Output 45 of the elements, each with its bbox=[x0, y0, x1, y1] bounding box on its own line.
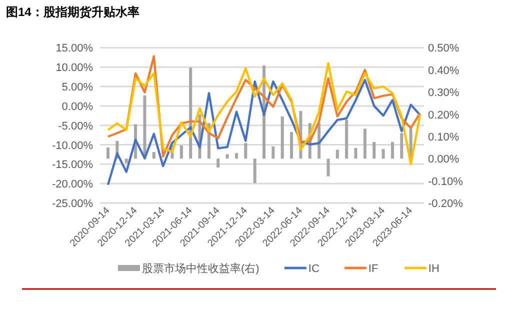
bar bbox=[290, 132, 294, 159]
bar bbox=[216, 158, 220, 168]
bar bbox=[272, 146, 275, 159]
bar bbox=[390, 142, 394, 159]
chart-title: 图14：股指期货升贴水率 bbox=[6, 5, 140, 19]
y2-tick-label: 0.20% bbox=[428, 109, 460, 122]
bar bbox=[382, 149, 385, 159]
bar bbox=[106, 148, 110, 159]
y-tick-label: 0.00% bbox=[62, 100, 94, 113]
y-tick-label: 10.00% bbox=[56, 62, 94, 74]
y-tick-label: -25.00% bbox=[52, 198, 94, 210]
bar bbox=[124, 158, 128, 164]
y2-tick-label: 0.40% bbox=[428, 64, 460, 77]
y2-tick-label: 0.10% bbox=[428, 131, 460, 144]
y2-tick-label: -0.10% bbox=[428, 176, 464, 188]
legend-label: IF bbox=[368, 263, 378, 275]
y2-tick-label: 0.30% bbox=[428, 87, 460, 100]
legend-label: 股票市场中性收益率(右) bbox=[142, 262, 260, 275]
bar bbox=[244, 143, 248, 159]
bar bbox=[180, 145, 183, 159]
bar bbox=[253, 158, 256, 184]
y-tick-label: 15.00% bbox=[56, 42, 94, 55]
y-tick-label: -5.00% bbox=[58, 120, 94, 132]
y2-tick-label: 0.50% bbox=[428, 42, 460, 55]
line-series bbox=[106, 78, 422, 186]
y-tick-label: 5.00% bbox=[62, 82, 94, 94]
bar bbox=[280, 116, 284, 159]
bar bbox=[143, 95, 146, 159]
legend-label: IC bbox=[308, 263, 320, 275]
bar bbox=[363, 128, 366, 159]
bar bbox=[354, 148, 358, 159]
bar bbox=[372, 142, 376, 159]
bar bbox=[336, 150, 339, 159]
bar bbox=[326, 158, 330, 176]
y2-tick-label: -0.20% bbox=[428, 198, 464, 210]
legend-label: IH bbox=[428, 263, 440, 275]
bar bbox=[234, 153, 238, 159]
y-tick-label: -10.00% bbox=[52, 140, 94, 152]
bar bbox=[226, 154, 229, 159]
bar bbox=[345, 120, 348, 159]
y-tick-label: -15.00% bbox=[52, 159, 94, 172]
y2-tick-label: 0.00% bbox=[428, 154, 460, 166]
bar bbox=[400, 133, 404, 159]
bar bbox=[152, 152, 156, 159]
y-tick-label: -20.00% bbox=[52, 178, 94, 191]
